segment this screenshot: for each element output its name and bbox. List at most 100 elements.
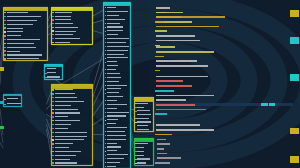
Bar [4, 24, 6, 25]
Bar [107, 23, 120, 24]
Bar [105, 89, 106, 90]
Bar [105, 120, 106, 121]
Bar [156, 16, 181, 18]
Bar [105, 151, 106, 152]
Bar [55, 132, 87, 133]
Bar [107, 38, 129, 39]
Bar [107, 139, 126, 140]
Bar [55, 147, 69, 148]
Bar [156, 12, 166, 13]
Bar [4, 20, 6, 21]
Bar [290, 128, 298, 134]
Bar [107, 7, 116, 8]
Bar [55, 23, 74, 24]
Bar [107, 81, 119, 82]
Bar [4, 47, 6, 48]
Bar [52, 116, 54, 118]
Bar [51, 84, 92, 88]
Bar [154, 90, 174, 92]
Bar [107, 30, 123, 31]
Bar [156, 7, 170, 9]
Bar [107, 154, 128, 155]
Bar [7, 98, 18, 99]
Bar [156, 104, 194, 106]
Bar [55, 97, 77, 98]
Bar [52, 139, 54, 141]
Bar [45, 77, 46, 78]
Bar [135, 147, 137, 148]
Bar [55, 93, 75, 94]
Bar [105, 108, 106, 109]
Bar [4, 16, 6, 17]
Bar [55, 139, 84, 140]
Bar [51, 7, 92, 44]
Bar [105, 143, 106, 144]
Bar [55, 31, 76, 32]
Bar [105, 46, 106, 47]
Bar [52, 109, 54, 110]
Bar [4, 27, 6, 29]
Bar [7, 54, 42, 56]
Bar [107, 108, 116, 109]
Bar [105, 11, 106, 12]
Bar [156, 46, 175, 48]
Bar [107, 34, 118, 35]
Bar [55, 109, 78, 110]
Bar [107, 135, 126, 136]
Bar [105, 15, 106, 16]
Bar [290, 10, 298, 17]
Bar [107, 69, 116, 70]
Bar [107, 150, 117, 151]
Bar [135, 118, 137, 119]
Bar [3, 94, 21, 106]
Bar [105, 66, 106, 67]
Bar [7, 28, 23, 29]
Bar [154, 30, 167, 32]
Bar [107, 166, 116, 167]
Bar [7, 58, 39, 59]
Bar [55, 101, 84, 102]
Bar [55, 128, 68, 129]
Bar [55, 19, 71, 20]
Bar [105, 54, 106, 55]
Bar [154, 113, 167, 115]
Bar [7, 35, 21, 36]
Bar [52, 38, 54, 39]
Bar [107, 96, 123, 97]
Bar [107, 162, 120, 163]
Bar [157, 139, 166, 140]
Bar [52, 143, 54, 144]
Bar [0, 67, 4, 71]
Bar [137, 162, 146, 163]
Bar [55, 136, 87, 137]
Bar [107, 143, 116, 144]
Bar [156, 60, 197, 62]
Bar [55, 12, 71, 13]
Bar [55, 120, 80, 121]
Bar [107, 115, 126, 117]
Bar [156, 129, 214, 131]
Bar [154, 134, 172, 135]
Bar [52, 155, 54, 156]
Bar [55, 16, 71, 17]
Bar [107, 73, 120, 74]
Bar [154, 45, 160, 46]
Bar [55, 34, 73, 35]
Bar [52, 147, 54, 148]
Bar [105, 85, 106, 86]
Bar [0, 101, 4, 104]
Bar [55, 112, 80, 114]
Bar [52, 151, 54, 152]
Bar [107, 88, 121, 90]
Bar [137, 158, 150, 160]
Bar [157, 153, 167, 154]
Bar [52, 89, 54, 91]
Bar [107, 158, 124, 159]
Bar [134, 138, 153, 141]
Bar [105, 38, 106, 39]
Bar [107, 92, 119, 93]
Bar [107, 57, 128, 58]
Bar [55, 124, 70, 125]
Bar [154, 162, 170, 164]
Bar [107, 54, 124, 55]
